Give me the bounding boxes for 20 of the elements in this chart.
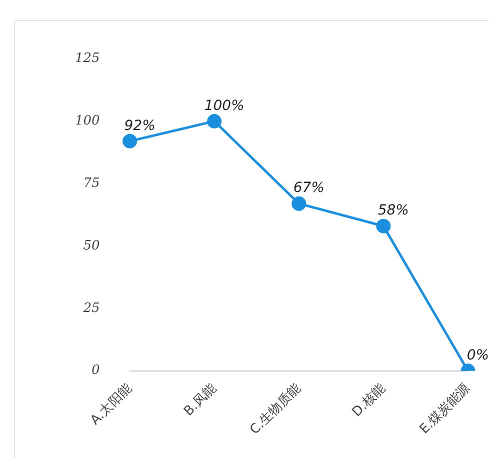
data-label: 100%: [204, 98, 244, 114]
y-tick-label: 75: [83, 176, 100, 191]
x-tick-label: A.太阳能: [88, 380, 136, 428]
point: [292, 196, 306, 211]
x-tick-label: B.风能: [181, 380, 220, 420]
y-tick-label: 50: [83, 238, 100, 254]
x-tick-label: C.生物质能: [247, 380, 304, 438]
x-tick-label: D.核能: [350, 380, 389, 420]
data-label: 58%: [378, 202, 409, 219]
data-label: 92%: [124, 118, 156, 134]
y-tick-label: 125: [74, 51, 100, 66]
y-tick-label: 0: [92, 363, 100, 378]
data-label: 67%: [293, 180, 324, 196]
point: [122, 134, 138, 148]
point: [207, 114, 222, 128]
y-tick-label: 25: [82, 300, 100, 316]
x-tick-label: E.煤炭能源: [417, 380, 474, 438]
y-tick-label: 100: [74, 114, 100, 129]
point: [376, 218, 391, 234]
data-label: 0%: [466, 348, 489, 364]
